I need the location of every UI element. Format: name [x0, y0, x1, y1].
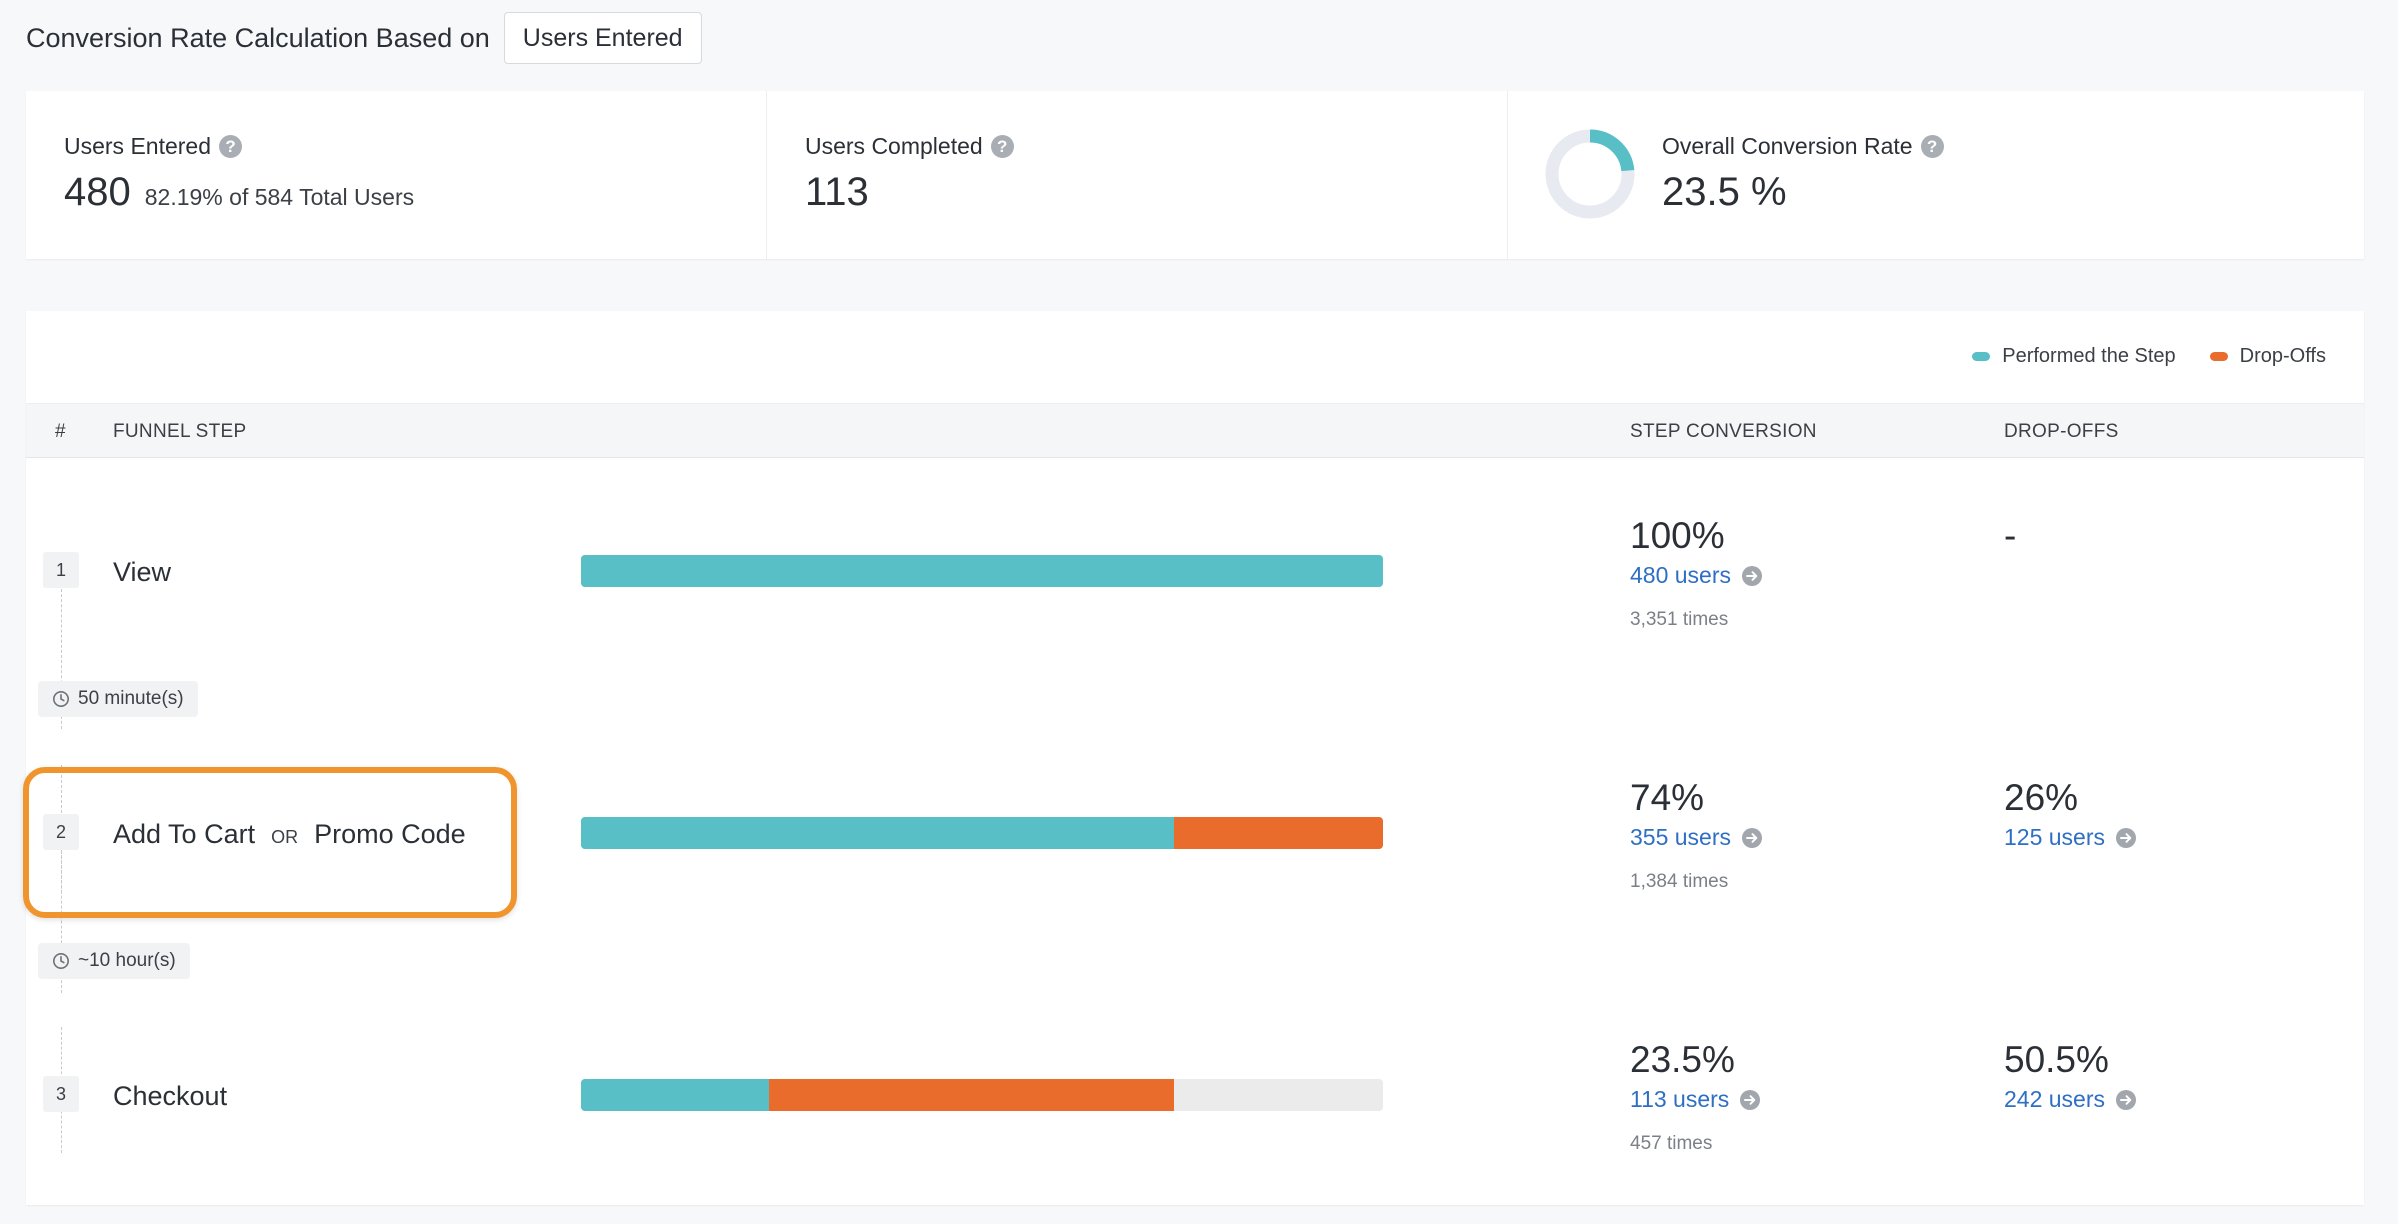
- column-header-drop-offs: DROP-OFFS: [2004, 421, 2119, 442]
- column-header-step-conversion: STEP CONVERSION: [1630, 421, 1817, 442]
- arrow-right-circle-icon: [2116, 1089, 2137, 1110]
- column-header-number: #: [55, 421, 66, 442]
- dropoff-users-count: 125 users: [2004, 824, 2106, 850]
- legend-swatch-performed: [1972, 352, 1991, 361]
- table-header: # FUNNEL STEP STEP CONVERSION DROP-OFFS: [26, 403, 2364, 458]
- dropoff-percent: 50.5%: [2004, 1039, 2109, 1080]
- help-icon[interactable]: ?: [1920, 135, 1944, 158]
- step-event-label: View: [113, 557, 172, 587]
- step-bar[interactable]: [581, 817, 1383, 849]
- conversion-basis-select[interactable]: Users Entered: [503, 12, 702, 64]
- help-icon[interactable]: ?: [219, 135, 243, 158]
- step-event-label: Add To Cart: [113, 819, 256, 849]
- legend-label-dropoffs: Drop-Offs: [2239, 345, 2326, 367]
- step-users-link[interactable]: 355 users: [1630, 824, 1763, 851]
- step-users-link[interactable]: 113 users: [1630, 1086, 1761, 1113]
- step-conversion-percent: 100%: [1630, 515, 1725, 556]
- step-connector: [61, 851, 62, 993]
- step-conversion-percent: 23.5%: [1630, 1039, 1735, 1080]
- arrow-right-circle-icon: [1740, 1089, 1761, 1110]
- overall-conversion-label: Overall Conversion Rate: [1662, 133, 1913, 159]
- users-entered-subtext: 82.19% of 584 Total Users: [144, 184, 415, 210]
- overall-conversion-value: 23.5 %: [1662, 170, 1787, 214]
- clock-icon: [53, 953, 69, 969]
- step-users-count: 113 users: [1630, 1086, 1730, 1112]
- users-entered-value: 480: [64, 170, 131, 214]
- conversion-donut-chart: [1545, 129, 1635, 219]
- step-number: 1: [43, 552, 79, 588]
- time-between-label: 50 minute(s): [78, 688, 184, 709]
- users-completed-value: 113: [805, 170, 869, 214]
- users-completed-label: Users Completed: [805, 133, 983, 159]
- arrow-right-circle-icon: [1742, 827, 1763, 848]
- page-title: Conversion Rate Calculation Based on: [26, 22, 490, 53]
- step-bar[interactable]: [581, 555, 1383, 587]
- step-name[interactable]: View: [113, 557, 171, 588]
- legend-item-performed: Performed the Step: [1972, 345, 2176, 368]
- funnel-panel: Performed the Step Drop-Offs # FUNNEL ST…: [26, 311, 2364, 1205]
- legend-swatch-dropoffs: [2209, 352, 2228, 361]
- arrow-right-circle-icon: [1742, 565, 1763, 586]
- dropoff-users-count: 242 users: [2004, 1086, 2106, 1112]
- step-number: 3: [43, 1076, 79, 1112]
- column-header-funnel-step: FUNNEL STEP: [113, 421, 247, 442]
- legend-label-performed: Performed the Step: [2002, 345, 2176, 367]
- summary-panel: Users Entered ? 480 82.19% of 584 Total …: [26, 91, 2364, 259]
- conversion-basis-bar: Conversion Rate Calculation Based on Use…: [26, 12, 702, 64]
- step-users-count: 480 users: [1630, 562, 1732, 588]
- step-event-times: 457 times: [1630, 1133, 1713, 1154]
- performed-bar-segment: [581, 555, 1383, 587]
- performed-bar-segment: [581, 1079, 770, 1111]
- users-entered-label: Users Entered: [64, 133, 212, 159]
- step-users-count: 355 users: [1630, 824, 1732, 850]
- legend-item-dropoffs: Drop-Offs: [2209, 345, 2326, 368]
- time-between-label: ~10 hour(s): [78, 950, 176, 971]
- time-between-steps-chip: ~10 hour(s): [38, 943, 190, 979]
- dropoff-bar-segment: [1174, 817, 1383, 849]
- step-users-link[interactable]: 480 users: [1630, 562, 1763, 589]
- step-bar[interactable]: [581, 1079, 1383, 1111]
- donut-arc: [1545, 129, 1635, 219]
- performed-bar-segment: [581, 817, 1175, 849]
- clock-icon: [53, 691, 69, 707]
- step-name[interactable]: Add To Cart OR Promo Code: [113, 819, 466, 850]
- dropoff-percent: 26%: [2004, 777, 2079, 818]
- overall-conversion-card: Overall Conversion Rate ? 23.5 %: [1508, 91, 2364, 259]
- users-entered-card: Users Entered ? 480 82.19% of 584 Total …: [26, 91, 767, 259]
- step-alt-event-label: Promo Code: [314, 819, 466, 849]
- step-number: 2: [43, 814, 79, 850]
- step-event-times: 1,384 times: [1630, 871, 1729, 892]
- dropoff-bar-segment: [769, 1079, 1175, 1111]
- legend: Performed the Step Drop-Offs: [1972, 345, 2326, 368]
- step-event-label: Checkout: [113, 1081, 228, 1111]
- time-between-steps-chip: 50 minute(s): [38, 681, 198, 717]
- dropoff-users-link[interactable]: 125 users: [2004, 824, 2137, 851]
- step-conversion-percent: 74%: [1630, 777, 1705, 818]
- step-name[interactable]: Checkout: [113, 1081, 227, 1112]
- help-icon[interactable]: ?: [990, 135, 1014, 158]
- step-event-times: 3,351 times: [1630, 609, 1729, 630]
- dropoff-percent: -: [2004, 515, 2017, 556]
- or-separator: OR: [271, 827, 299, 847]
- users-completed-card: Users Completed ? 113: [767, 91, 1508, 259]
- arrow-right-circle-icon: [2116, 827, 2137, 848]
- dropoff-users-link[interactable]: 242 users: [2004, 1086, 2137, 1113]
- step-connector: [61, 589, 62, 729]
